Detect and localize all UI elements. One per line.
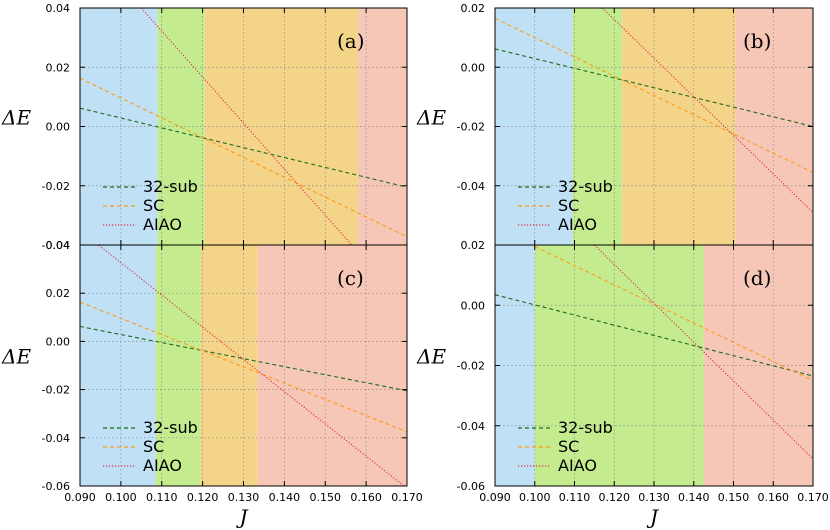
series-line-aiao [140,8,353,245]
x-tick-label: 0.160 [758,491,790,504]
series-line-32-sub [495,48,813,128]
x-tick-label: 0.120 [187,491,219,504]
y-tick-label: -0.06 [42,480,70,493]
phase-region [622,8,736,245]
phase-region [155,245,201,486]
x-tick-label: 0.150 [310,491,342,504]
x-axis-label: J [646,505,659,529]
y-tick-label: 0.02 [46,61,71,74]
legend-label: 32-sub [558,177,613,196]
legend-label: 32-sub [558,418,613,437]
y-axis-label: ΔE [1,106,31,130]
series-line-32-sub [80,107,407,188]
y-tick-label: -0.06 [457,480,485,493]
x-tick-label: 0.160 [350,491,382,504]
y-axis-label: ΔE [1,345,31,369]
legend-label: AIAO [558,215,597,234]
y-tick-label: -0.04 [457,180,485,193]
legend-label: AIAO [143,456,182,475]
y-tick-label: 0.02 [461,2,486,15]
y-tick-label: 0.00 [46,335,71,348]
y-tick-label: -0.04 [457,420,485,433]
x-tick-label: 0.130 [228,491,260,504]
legend-label: AIAO [143,215,182,234]
panel-c: 0.04 0.02 0.00 -0.02 -0.04 -0.060.090 0.100 0.1… [1,239,423,529]
x-tick-label: 0.100 [105,491,137,504]
y-tick-label: -0.02 [42,384,70,397]
phase-region [357,8,407,245]
phase-region [200,245,258,486]
y-tick-label: 0.04 [46,239,71,252]
y-tick-label: 0.00 [461,299,486,312]
x-tick-label: 0.100 [519,491,551,504]
x-tick-label: 0.140 [269,491,301,504]
y-axis-label: ΔE [416,345,446,369]
series-line-sc [80,301,407,433]
x-tick-label: 0.110 [559,491,591,504]
y-tick-label: 0.04 [46,2,71,15]
y-tick-label: -0.02 [457,121,485,134]
series-line-aiao [601,8,813,213]
phase-region [703,245,813,486]
panel-label: (b) [743,29,771,53]
y-tick-label: 0.00 [461,61,486,74]
legend-label: 32-sub [143,418,198,437]
panel-label: (a) [337,29,365,53]
x-tick-label: 0.170 [391,491,423,504]
y-axis-label: ΔE [416,106,446,130]
legend-label: SC [558,196,579,215]
legend-label: SC [558,437,579,456]
y-tick-label: -0.02 [457,360,485,373]
x-tick-label: 0.110 [146,491,178,504]
y-tick-label: 0.02 [46,287,71,300]
panel-label: (d) [743,266,771,290]
grid [80,8,407,245]
phase-region [257,245,407,486]
phase-region [572,8,623,245]
y-tick-label: -0.04 [42,239,70,252]
grid [495,8,813,245]
x-tick-label: 0.170 [797,491,829,504]
series-line-32-sub [495,294,813,377]
x-tick-label: 0.130 [638,491,670,504]
phase-region [80,245,156,486]
y-tick-label: -0.04 [42,432,70,445]
legend-label: SC [143,196,164,215]
panel-d: 0.02 0.00 -0.02 -0.04 -0.060.090 0.100 0.110 0.… [416,239,829,529]
y-tick-label: 0.00 [46,121,71,134]
x-tick-label: 0.120 [599,491,631,504]
legend-label: AIAO [558,456,597,475]
series-line-sc [495,17,813,173]
series-line-sc [534,246,813,382]
phase-region [495,245,535,486]
y-tick-label: 0.02 [461,239,486,252]
x-tick-label: 0.150 [718,491,750,504]
series-line-sc [80,77,407,238]
y-tick-label: -0.02 [42,180,70,193]
series-line-aiao [97,245,405,486]
x-axis-label: J [235,505,248,529]
grid [80,245,407,486]
legend-label: 32-sub [143,177,198,196]
panel-label: (c) [337,266,364,290]
x-tick-label: 0.090 [479,491,511,504]
x-tick-label: 0.140 [678,491,710,504]
x-tick-label: 0.090 [64,491,96,504]
legend-label: SC [143,437,164,456]
